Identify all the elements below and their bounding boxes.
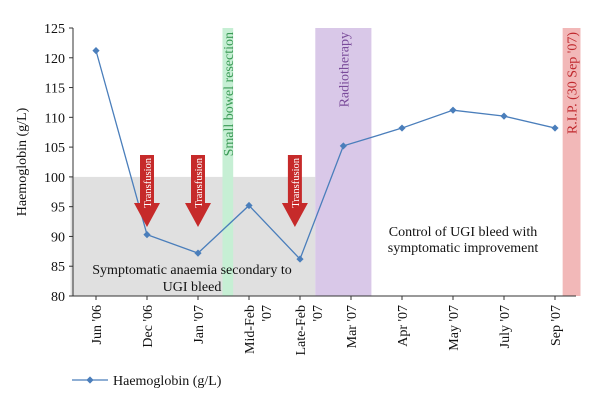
x-tick-label: Mar '07 xyxy=(345,305,360,348)
x-tick-label: Dec '06 xyxy=(141,305,156,348)
band-0 xyxy=(222,28,234,296)
annotation-anaemia-line2: UGI bleed xyxy=(163,280,222,295)
y-tick-label: 95 xyxy=(51,201,65,216)
x-tick-label: Sep '07 xyxy=(549,305,564,346)
y-tick-label: 80 xyxy=(51,290,65,305)
x-tick-label: July '07 xyxy=(498,305,513,348)
annotation-anaemia-line1: Symptomatic anaemia secondary to xyxy=(92,263,291,278)
transfusion-arrow-shape xyxy=(281,155,308,227)
annotation-layer: Small bowel resection Radiotherapy R.I.P. … xyxy=(92,32,580,295)
legend: Haemoglobin (g/L) xyxy=(72,374,222,389)
transfusion-label: Transfusion xyxy=(194,157,205,208)
y-tick-label: 105 xyxy=(44,141,65,156)
transfusion-arrow: Transfusion xyxy=(134,155,160,227)
y-tick-label: 110 xyxy=(45,111,65,126)
annotation-control-line2: symptomatic improvement xyxy=(388,241,539,256)
series-line xyxy=(95,50,556,261)
y-tick-label: 90 xyxy=(51,230,65,245)
y-tick-label: 120 xyxy=(44,52,65,67)
x-tick-label: Mid-Feb xyxy=(243,305,258,354)
transfusion-arrow: Transfusion xyxy=(185,155,211,227)
x-tick-label: Apr '07 xyxy=(396,305,411,347)
axes-layer: 80 85 90 95 100 105 110 115 120 125 Haemoglobin (g… xyxy=(15,22,576,356)
x-tick-label: Jun '06 xyxy=(90,305,105,344)
data-point xyxy=(449,106,457,114)
transfusion-label: Transfusion xyxy=(143,157,154,208)
data-point xyxy=(551,124,559,132)
data-point xyxy=(296,255,304,263)
band-2 xyxy=(562,28,581,296)
band-label-1: Radiotherapy xyxy=(337,32,352,107)
data-point xyxy=(245,201,253,210)
y-axis-label: Haemoglobin (g/L) xyxy=(15,107,30,216)
x-tick-label: Jan '07 xyxy=(192,305,207,344)
x-tick-label-line2: '07 xyxy=(311,305,326,322)
transfusion-label: Transfusion xyxy=(291,157,302,208)
data-point xyxy=(143,231,151,239)
y-tick-label: 100 xyxy=(44,171,65,186)
band-label-0: Small bowel resection xyxy=(222,32,237,156)
x-tick-label: May '07 xyxy=(447,305,462,351)
data-point xyxy=(194,249,202,257)
x-tick-label: Late-Feb xyxy=(294,305,309,356)
band-1 xyxy=(315,28,372,296)
legend-marker xyxy=(86,376,94,384)
data-point xyxy=(500,112,508,120)
x-tick-label-line2: '07 xyxy=(260,305,275,322)
band-label-2: R.I.P. (30 Sep '07) xyxy=(566,32,581,134)
data-point xyxy=(398,124,406,132)
y-tick-label: 125 xyxy=(44,22,65,37)
transfusion-arrow: Transfusion xyxy=(281,155,308,227)
annotation-control-line1: Control of UGI bleed with xyxy=(389,225,538,240)
series-layer xyxy=(92,47,559,263)
legend-label: Haemoglobin (g/L) xyxy=(113,374,222,389)
transfusion-arrow-shape xyxy=(185,155,211,227)
data-point xyxy=(339,142,347,150)
y-tick-label: 85 xyxy=(51,260,65,275)
transfusion-arrow-shape xyxy=(134,155,160,227)
data-point xyxy=(92,47,100,55)
y-tick-label: 115 xyxy=(45,82,65,97)
